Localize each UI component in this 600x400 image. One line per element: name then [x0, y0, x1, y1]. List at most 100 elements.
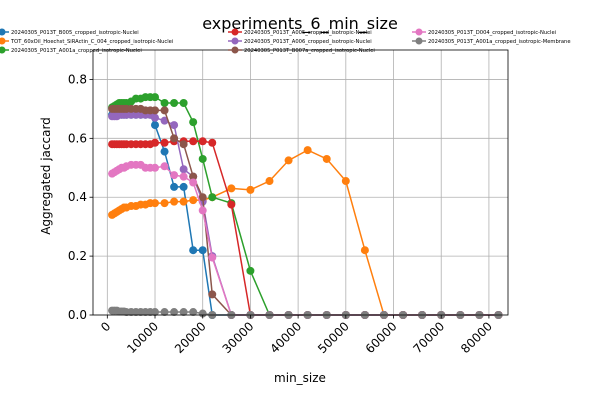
data-point [189, 308, 198, 317]
data-point [170, 197, 179, 206]
data-point [179, 165, 188, 174]
legend-label: TOT_60xOil_Hoechst_SiRActin_C_004_croppe… [10, 39, 173, 45]
data-point [170, 134, 179, 143]
data-point [189, 178, 198, 187]
legend-marker [0, 28, 6, 36]
y-tick-label: 0.6 [68, 131, 87, 145]
legend-item: TOT_60xOil_Hoechst_SiRActin_C_004_croppe… [0, 37, 173, 45]
data-point [227, 200, 236, 209]
legend: 20240305_P013T_B005_cropped_isotropic-Nu… [0, 28, 571, 54]
legend-item: 20240305_P013T_A001a_cropped_isotropic-M… [412, 37, 571, 45]
data-point [265, 177, 274, 186]
y-tick-label: 0.2 [68, 249, 87, 263]
legend-marker [0, 46, 6, 54]
data-point [151, 121, 160, 130]
data-point [246, 266, 255, 275]
legend-marker [415, 28, 423, 36]
legend-marker [415, 37, 423, 45]
legend-item: 20240305_P013T_A006_cropped_isotropic-Nu… [228, 37, 372, 45]
series-line [112, 108, 499, 316]
data-point [160, 147, 169, 156]
series [108, 104, 503, 319]
data-point [160, 106, 169, 115]
data-point [189, 246, 198, 255]
legend-item: 20240305_P013T_A005_cropped_isotropic-Nu… [228, 28, 372, 36]
data-point [179, 182, 188, 191]
data-point [179, 140, 188, 149]
data-point [151, 163, 160, 172]
y-tick-label: 0.4 [68, 190, 87, 204]
legend-label: 20240305_P013T_A001a_cropped_isotropic-M… [428, 39, 571, 45]
data-point [198, 137, 207, 146]
data-point [322, 154, 331, 163]
data-point [160, 162, 169, 171]
grid [93, 50, 508, 316]
data-point [160, 199, 169, 208]
series [108, 160, 503, 319]
data-point [151, 199, 160, 208]
data-point [227, 184, 236, 193]
data-point [303, 146, 312, 155]
legend-item: 20240305_P013T_B007a_cropped_isotropic-N… [228, 46, 375, 54]
data-point [170, 171, 179, 180]
series-line [111, 96, 499, 316]
chart-title: experiments_6_min_size [202, 14, 398, 34]
data-point [179, 197, 188, 206]
data-point [151, 93, 160, 102]
legend-marker [231, 37, 239, 45]
data-point [160, 308, 169, 317]
legend-label: 20240305_P013T_B007a_cropped_isotropic-N… [244, 48, 375, 54]
x-tick-label: 70000 [410, 319, 447, 356]
data-point [160, 116, 169, 125]
data-point [170, 182, 179, 191]
data-point [160, 99, 169, 107]
data-point [341, 177, 350, 186]
data-point [189, 137, 198, 146]
data-point [198, 154, 207, 163]
plot-frame [92, 49, 509, 316]
data-point [151, 113, 160, 122]
y-axis-label: Aggregated jaccard [39, 117, 53, 235]
legend-item: 20240305_P013T_B005_cropped_isotropic-Nu… [0, 28, 139, 36]
legend-item: 20240305_P013T_D004_cropped_isotropic-Nu… [412, 28, 556, 36]
data-point [198, 206, 207, 215]
x-tick-label: 60000 [363, 319, 400, 356]
x-tick-label: 40000 [267, 319, 304, 356]
data-point [208, 290, 217, 299]
series [108, 306, 503, 319]
legend-marker [231, 46, 239, 54]
data-point [179, 308, 188, 317]
data-point [170, 99, 179, 107]
series-line [112, 114, 499, 316]
data-point [198, 309, 207, 318]
series-line [112, 114, 499, 316]
x-axis-ticks: 0 10000 20000 30000 40000 50000 60000 70000 8000… [98, 315, 495, 356]
x-tick-label: 30000 [220, 319, 257, 356]
data-point [179, 99, 188, 107]
x-tick-label: 10000 [124, 319, 161, 356]
legend-label: 20240305_P013T_D004_cropped_isotropic-Nu… [428, 30, 556, 36]
legend-label: 20240305_P013T_A001a_cropped_isotropic-N… [11, 48, 142, 54]
data-point [246, 185, 255, 194]
y-tick-label: 0.0 [68, 308, 87, 322]
data-point [198, 246, 207, 255]
data-point [151, 308, 160, 317]
x-tick-label: 20000 [172, 319, 209, 356]
x-tick-label: 0 [98, 319, 113, 334]
y-axis-ticks: 0.0 0.2 0.4 0.6 0.8 [68, 72, 93, 322]
data-point [151, 138, 160, 147]
data-point [160, 138, 169, 147]
y-tick-label: 0.8 [68, 72, 87, 86]
x-axis-label: min_size [274, 371, 326, 385]
data-point [189, 172, 198, 181]
plot-series [108, 93, 503, 319]
data-point [151, 106, 160, 115]
series-line [111, 149, 499, 316]
data-point [208, 193, 217, 202]
data-point [170, 121, 179, 130]
legend-item: 20240305_P013T_A001a_cropped_isotropic-N… [0, 46, 142, 54]
legend-marker [231, 28, 239, 36]
data-point [208, 138, 217, 147]
data-point [360, 246, 369, 255]
legend-label: 20240305_P013T_B005_cropped_isotropic-Nu… [11, 30, 139, 36]
